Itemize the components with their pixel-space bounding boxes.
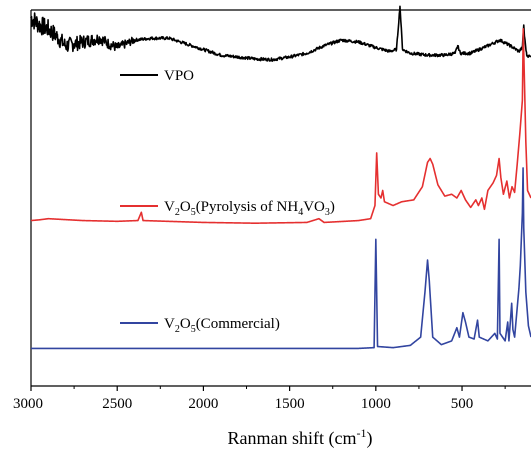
series-line-0 — [30, 5, 531, 62]
x-axis-title: Ranman shift (cm-1) — [228, 426, 373, 449]
x-tick-label: 2000 — [188, 396, 218, 412]
x-tick-label: 2500 — [102, 396, 132, 412]
series-layer — [30, 5, 531, 350]
x-axis-title-close: ) — [366, 428, 372, 449]
x-tick-label: 1000 — [361, 396, 391, 412]
series-line-2 — [30, 167, 531, 350]
legend-label: VPO — [164, 68, 194, 84]
legend-label: V2O5(Pyrolysis of NH4VO3) — [164, 199, 335, 218]
legend: VPO V2O5(Pyrolysis of NH4VO3) V2O5(Commerc… — [120, 68, 335, 335]
plot-area: 3000 2500 2000 1500 1000 500 VPO V2O5(Pyrolysi… — [13, 5, 531, 412]
x-tick-label: 1500 — [275, 396, 305, 412]
series-line-1 — [30, 28, 531, 224]
x-axis-title-superscript: -1 — [356, 426, 366, 440]
x-tick-label: 3000 — [13, 396, 43, 412]
legend-label: V2O5(Commercial) — [164, 316, 280, 335]
x-ticks: 3000 2500 2000 1500 1000 500 — [13, 386, 506, 412]
x-tick-label: 500 — [451, 396, 474, 412]
x-axis-title-text: Ranman shift (cm — [228, 428, 357, 449]
